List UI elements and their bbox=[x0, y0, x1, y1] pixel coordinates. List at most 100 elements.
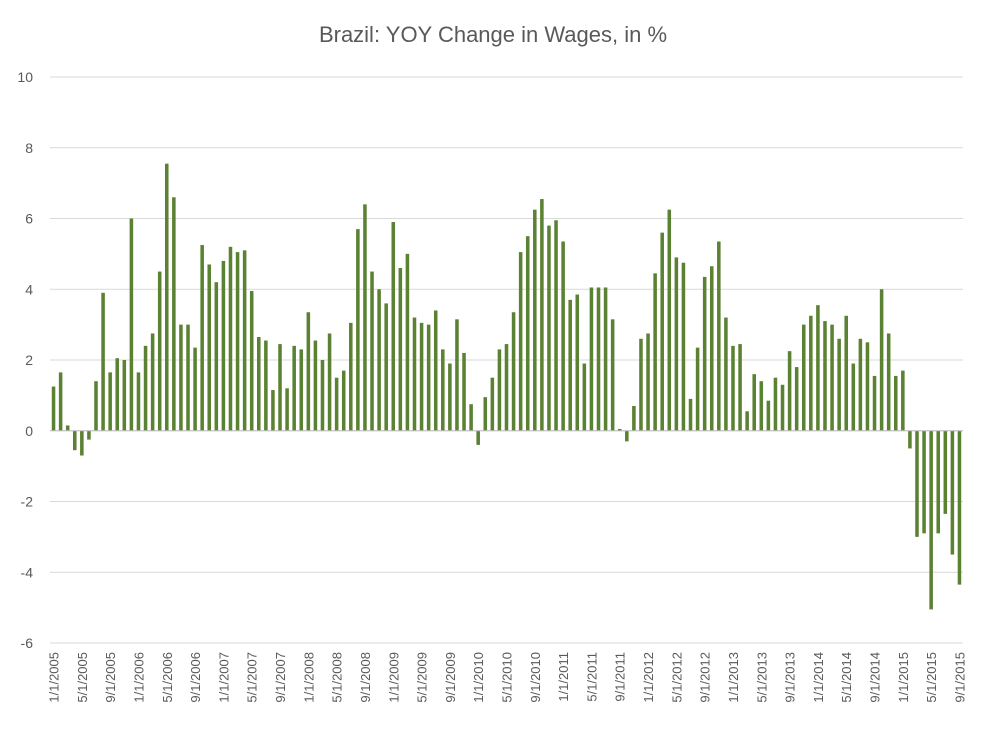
x-tick-label: 9/1/2015 bbox=[952, 652, 967, 703]
bar bbox=[518, 252, 523, 431]
x-tick-label: 1/1/2007 bbox=[216, 652, 231, 703]
bar bbox=[610, 319, 615, 431]
x-tick-label: 5/1/2013 bbox=[754, 652, 769, 703]
x-tick-label: 1/1/2005 bbox=[47, 652, 62, 703]
x-tick-label: 9/1/2011 bbox=[613, 652, 628, 702]
bar bbox=[688, 398, 693, 431]
bar bbox=[370, 271, 374, 431]
bar bbox=[398, 268, 403, 431]
x-tick-label: 9/1/2012 bbox=[698, 652, 713, 703]
bar bbox=[186, 324, 190, 431]
bar bbox=[136, 372, 141, 431]
bar bbox=[242, 250, 247, 431]
bars bbox=[51, 163, 962, 610]
bar bbox=[858, 338, 863, 431]
y-tick-label: 0 bbox=[25, 423, 33, 439]
bar bbox=[554, 220, 558, 431]
x-tick-label: 9/1/2010 bbox=[528, 652, 543, 703]
x-tick-label: 5/1/2011 bbox=[584, 652, 599, 702]
bar bbox=[865, 342, 870, 431]
bar bbox=[731, 345, 735, 431]
bar bbox=[462, 352, 466, 431]
bar bbox=[511, 312, 516, 431]
bar bbox=[441, 349, 445, 431]
x-tick-label: 5/1/2010 bbox=[500, 652, 515, 703]
bar bbox=[830, 324, 834, 431]
bar bbox=[306, 312, 311, 431]
bar bbox=[207, 264, 212, 431]
bar bbox=[596, 287, 601, 431]
bar bbox=[816, 305, 820, 431]
y-tick-label: -4 bbox=[21, 564, 34, 580]
bar bbox=[745, 411, 749, 431]
bar bbox=[667, 209, 672, 431]
bar bbox=[589, 287, 594, 431]
bar bbox=[271, 390, 275, 431]
x-tick-label: 5/1/2007 bbox=[245, 652, 260, 703]
bar bbox=[122, 360, 127, 431]
bar bbox=[568, 299, 572, 431]
bar bbox=[660, 232, 664, 431]
y-tick-label: 2 bbox=[25, 352, 33, 368]
x-tick-label: 1/1/2012 bbox=[641, 652, 656, 703]
chart-title: Brazil: YOY Change in Wages, in % bbox=[319, 22, 667, 47]
bar bbox=[377, 289, 381, 431]
bar bbox=[759, 381, 764, 431]
bar bbox=[51, 386, 56, 431]
bar bbox=[433, 310, 438, 431]
bar bbox=[709, 266, 714, 431]
bar bbox=[87, 430, 91, 440]
x-tick-label: 1/1/2010 bbox=[471, 652, 486, 703]
bar bbox=[426, 324, 431, 431]
bar bbox=[157, 271, 162, 431]
bar bbox=[886, 333, 891, 431]
bar bbox=[893, 375, 898, 431]
bar bbox=[632, 405, 636, 431]
bar bbox=[936, 430, 940, 534]
bar bbox=[193, 347, 197, 431]
bar bbox=[823, 321, 827, 431]
bar bbox=[285, 388, 289, 431]
x-tick-label: 5/1/2009 bbox=[415, 652, 430, 703]
bar bbox=[646, 333, 650, 431]
y-tick-label: 8 bbox=[25, 140, 33, 156]
bar bbox=[257, 337, 261, 431]
x-tick-label: 5/1/2005 bbox=[75, 652, 90, 703]
bar bbox=[320, 360, 325, 431]
bar bbox=[504, 344, 509, 431]
x-tick-label: 5/1/2015 bbox=[924, 652, 939, 703]
bar bbox=[483, 397, 488, 431]
bar bbox=[476, 430, 480, 445]
bar bbox=[879, 289, 884, 431]
bar bbox=[356, 229, 360, 431]
x-tick-label: 5/1/2014 bbox=[839, 652, 854, 703]
bar bbox=[469, 404, 473, 431]
bar bbox=[908, 430, 912, 449]
bar bbox=[108, 372, 112, 431]
bar bbox=[851, 363, 856, 431]
x-axis-tick-labels: 1/1/2005 5/1/2005 9/1/2005 1/1/2006 5/1/2006… bbox=[47, 652, 968, 703]
bar bbox=[717, 241, 721, 431]
bar bbox=[915, 430, 919, 537]
y-tick-label: -2 bbox=[21, 494, 34, 510]
bar bbox=[200, 245, 204, 431]
bar bbox=[540, 199, 544, 431]
bar bbox=[455, 319, 459, 431]
bar bbox=[73, 430, 77, 451]
y-tick-label: -6 bbox=[21, 635, 34, 651]
bar bbox=[143, 345, 148, 431]
bar bbox=[278, 344, 282, 431]
bar bbox=[214, 282, 219, 431]
y-axis-tick-labels: 10 8 6 4 2 0 -2 -4 -6 bbox=[17, 69, 33, 651]
bar bbox=[313, 340, 318, 431]
bar bbox=[221, 260, 226, 431]
bar bbox=[617, 428, 622, 431]
bar bbox=[384, 303, 388, 431]
x-tick-label: 9/1/2006 bbox=[188, 652, 203, 703]
bar bbox=[603, 287, 608, 431]
bar bbox=[738, 344, 742, 431]
bar bbox=[639, 338, 643, 431]
bar bbox=[299, 349, 304, 431]
bar bbox=[228, 246, 233, 431]
